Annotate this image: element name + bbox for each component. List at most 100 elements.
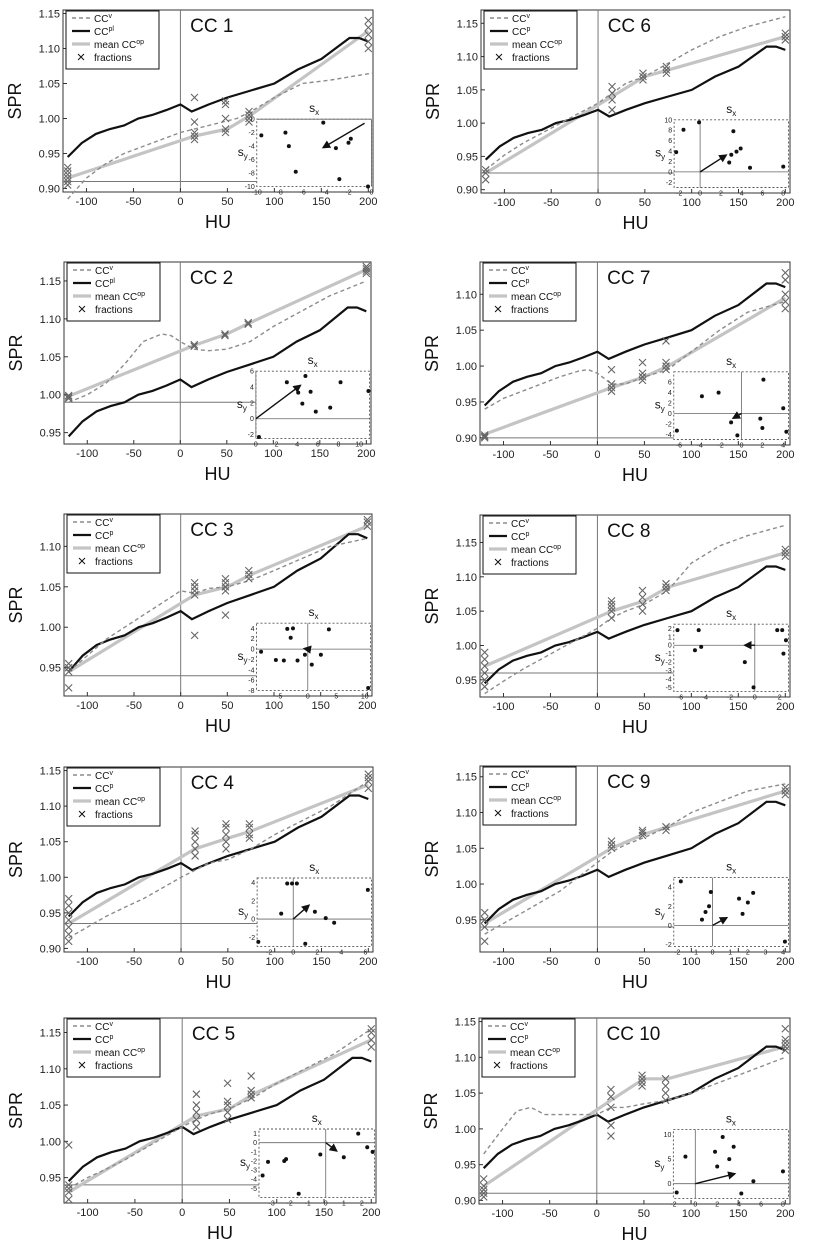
inset-y-label: sy — [238, 904, 248, 920]
y-tick-label: 0.90 — [457, 185, 478, 197]
fraction-marker — [661, 1089, 670, 1098]
fraction-marker — [245, 830, 254, 839]
inset-point — [678, 879, 683, 884]
fraction-marker — [192, 1115, 201, 1124]
fraction-marker — [607, 1121, 615, 1130]
legend-fractions-label: fractions — [95, 1061, 133, 1072]
x-axis-label: HU — [205, 212, 231, 232]
fraction-marker — [364, 30, 373, 39]
fraction-marker — [191, 827, 199, 835]
fraction-marker — [245, 107, 253, 116]
series-ccp-line — [67, 1056, 372, 1182]
x-tick-label: 100 — [682, 956, 700, 968]
x-tick-label: -100 — [75, 196, 97, 208]
fraction-marker — [781, 304, 790, 313]
fraction-marker — [608, 89, 616, 98]
fraction-marker — [190, 135, 199, 144]
inset-y-tick-label: 10 — [664, 1132, 672, 1139]
inset-x-tick-label: 3 — [764, 949, 768, 956]
fraction-marker — [662, 583, 670, 592]
fraction-marker — [639, 75, 647, 84]
inset-point — [675, 628, 680, 633]
y-axis-label: SPR — [422, 587, 442, 624]
inset-x-tick-label: 6 — [363, 949, 367, 956]
inset-y-tick-label: -4 — [248, 667, 254, 674]
inset-y-tick-label: -2 — [249, 935, 255, 942]
inset-point — [295, 658, 300, 663]
fraction-marker — [244, 566, 253, 575]
x-tick-label: 150 — [729, 197, 747, 209]
x-tick-label: 50 — [221, 196, 233, 208]
x-tick-label: 50 — [223, 1207, 235, 1219]
inset-point — [318, 1152, 323, 1157]
y-tick-label: 0.95 — [40, 908, 61, 920]
legend-mean-ccop-label: mean CCop — [511, 795, 561, 807]
inset-x-tick-label: -1 — [692, 949, 698, 956]
inset-point — [337, 177, 342, 182]
x-tick-label: -100 — [493, 197, 515, 209]
inset-y-label: sy — [240, 1155, 250, 1171]
x-tick-label: -50 — [542, 1208, 558, 1220]
fraction-marker — [64, 916, 73, 924]
fraction-marker — [480, 433, 489, 442]
fraction-marker — [662, 69, 671, 78]
inset-x-tick-label: -3 — [269, 1200, 275, 1207]
panel-cc6: -100 -50 0 50 100 150 2000.900.951.001.051.101… — [423, 9, 794, 233]
inset-point — [751, 685, 756, 690]
legend-mean-ccop-label: mean CCop — [512, 39, 562, 51]
y-tick-label: 1.05 — [456, 325, 477, 337]
inset-point — [321, 120, 326, 125]
inset-x-tick-label: -6 — [676, 443, 682, 450]
inset-x-tick-label: -2 — [345, 190, 351, 197]
inset-y-tick-label: 0 — [668, 643, 672, 650]
inset-mean-shift-arrow — [292, 904, 311, 920]
inset-y-tick-label: -4 — [249, 144, 255, 151]
fraction-marker — [639, 69, 647, 78]
legend-fractions-label: fractions — [94, 53, 132, 64]
y-tick-label: 0.95 — [456, 675, 477, 687]
inset-point — [708, 889, 713, 894]
fraction-marker — [781, 1042, 790, 1051]
inset-point — [309, 662, 314, 667]
x-axis-label: HU — [207, 1223, 233, 1243]
x-tick-label: 0 — [594, 956, 600, 968]
x-tick-label: -50 — [126, 956, 142, 968]
legend-fractions-swatch — [494, 558, 502, 566]
inset-x-tick-label: 2 — [315, 949, 319, 956]
inset-point — [747, 165, 752, 170]
inset-x-tick-label: 1 — [728, 949, 732, 956]
panel-cc3: -100 -50 0 50 100 150 2000.951.001.051.10HUSPR… — [6, 513, 377, 736]
inset-x-tick-label: 6 — [316, 442, 320, 449]
inset-y-tick-label: 0 — [667, 1181, 671, 1188]
panel-cc7: -100 -50 0 50 100 150 2000.900.951.001.051.10H… — [422, 261, 794, 485]
y-tick-label: 1.05 — [457, 85, 478, 97]
legend-ccv-label: CCv — [512, 13, 530, 25]
fraction-marker — [607, 1103, 615, 1112]
x-tick-label: 150 — [312, 956, 330, 968]
panel-title: CC 1 — [190, 16, 233, 37]
fraction-marker — [607, 387, 616, 396]
fraction-marker — [479, 1189, 488, 1198]
fraction-marker — [479, 1185, 488, 1194]
fraction-marker — [662, 337, 670, 345]
y-tick-label: 1.15 — [40, 766, 61, 778]
inset-point — [735, 433, 740, 438]
fraction-marker — [63, 174, 72, 182]
x-tick-label: 200 — [776, 449, 794, 461]
inset-mean-shift-arrow — [325, 1142, 338, 1152]
inset-x-tick-label: -2 — [670, 1201, 676, 1208]
fraction-marker — [244, 318, 253, 327]
fraction-marker — [190, 340, 199, 349]
fraction-marker — [481, 165, 490, 174]
fraction-marker — [781, 1046, 790, 1055]
y-tick-label: 1.10 — [456, 808, 477, 820]
inset-point — [266, 1159, 271, 1164]
inset-y-tick-label: 8 — [668, 128, 672, 135]
legend-box — [482, 515, 577, 575]
x-tick-label: 50 — [222, 956, 234, 968]
fraction-marker — [607, 1132, 615, 1140]
inset-x-tick-label: 4 — [339, 949, 343, 956]
inset-displacement-plot: -2 0 2 4 6 8 0 5 10 sx sy — [654, 1112, 789, 1208]
fraction-marker — [662, 579, 670, 588]
